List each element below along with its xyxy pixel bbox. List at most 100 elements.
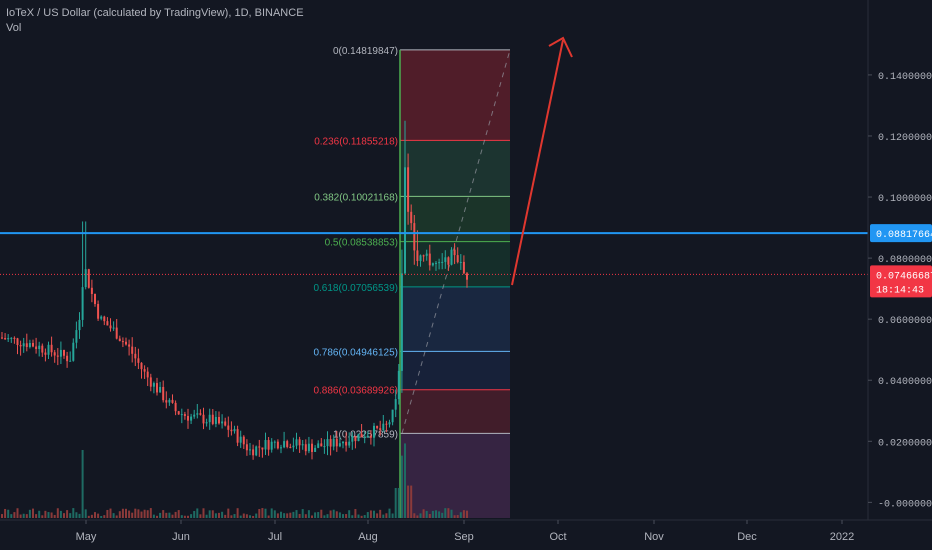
candle-body	[72, 342, 75, 361]
volume-bar	[258, 509, 261, 518]
candle-body	[100, 316, 103, 319]
candle-body	[87, 269, 90, 288]
volume-bar	[320, 509, 323, 518]
candle-body	[428, 253, 431, 266]
candle-body	[304, 444, 307, 452]
volume-bar	[360, 515, 363, 518]
candle-body	[311, 443, 313, 452]
candle-body	[239, 436, 242, 443]
volume-bar	[121, 508, 124, 518]
candle-body	[435, 262, 437, 264]
volume-bar	[112, 513, 115, 518]
candle-body	[221, 421, 224, 424]
volume-bar	[264, 508, 267, 518]
time-tick-label: Nov	[644, 531, 664, 543]
volume-bar	[373, 510, 375, 518]
volume-bar	[276, 513, 279, 518]
volume-bar	[280, 511, 282, 518]
volume-bar	[137, 509, 140, 518]
volume-bar	[19, 514, 22, 518]
volume-bar	[16, 508, 19, 518]
candle-body	[199, 413, 202, 415]
candle-body	[425, 253, 428, 256]
volume-bar	[329, 510, 332, 518]
candle-body	[431, 263, 434, 266]
candle-body	[224, 421, 227, 426]
volume-bar	[230, 515, 233, 518]
volume-bar	[199, 514, 202, 518]
candle-body	[211, 414, 214, 424]
volume-bar	[187, 515, 189, 518]
candle-body	[196, 413, 199, 415]
volume-bar	[72, 508, 75, 518]
candle-body	[115, 327, 118, 339]
candle-body	[416, 250, 419, 261]
candle-body	[338, 443, 341, 447]
candle-body	[255, 446, 258, 456]
time-axis[interactable]: May Jun Jul Aug Sep Oct Nov Dec 2022	[0, 519, 932, 543]
candle-body	[1, 337, 3, 339]
volume-bar	[115, 515, 118, 518]
candle-body	[94, 293, 96, 304]
candle-body	[75, 330, 78, 343]
projection-arrow[interactable]	[511, 36, 573, 286]
volume-bar	[41, 515, 44, 518]
candle-body	[456, 255, 459, 263]
volume-bar	[366, 512, 369, 518]
candle-body	[28, 343, 31, 347]
fib-level-label: 0.886(0.03689926)	[313, 386, 398, 397]
candle-body	[292, 445, 295, 448]
fib-level-label: 0.618(0.07056539)	[313, 283, 398, 294]
volume-bar	[81, 450, 84, 518]
candle-body	[134, 353, 137, 359]
volume-bar	[441, 512, 444, 518]
volume-bar	[165, 512, 168, 518]
candle-body	[125, 341, 127, 345]
volume-bar	[13, 512, 16, 518]
volume-bar	[183, 515, 186, 518]
volume-bar	[109, 508, 112, 518]
volume-bar	[233, 514, 236, 518]
candle-body	[13, 337, 16, 339]
volume-bar	[211, 510, 214, 518]
volume-bar	[94, 512, 96, 518]
candle-body	[187, 415, 189, 421]
time-tick-label: Sep	[454, 531, 474, 543]
candle-body	[450, 249, 453, 265]
volume-bar	[400, 455, 403, 518]
chart-title: IoTeX / US Dollar (calculated by Trading…	[6, 7, 304, 19]
volume-bar	[174, 511, 177, 518]
time-tick-label: Oct	[549, 531, 566, 543]
current-price-label: 0.07466687	[876, 271, 932, 282]
candle-body	[41, 345, 44, 353]
candle-body	[326, 439, 329, 447]
volume-bar	[267, 515, 270, 518]
candle-body	[404, 167, 406, 274]
candle-body	[245, 444, 248, 451]
volume-bar	[345, 514, 348, 518]
candle-body	[466, 273, 468, 280]
candle-body	[394, 399, 397, 410]
volume-bar	[75, 512, 78, 518]
volume-bar	[304, 514, 307, 518]
volume-bar	[431, 510, 434, 518]
volume-bar	[1, 514, 3, 518]
volume-bar	[286, 513, 289, 518]
candle-body	[32, 343, 34, 347]
candle-body	[444, 257, 447, 262]
volume-bar	[376, 513, 379, 518]
candle-body	[177, 411, 180, 415]
volume-bar	[177, 510, 180, 518]
volume-bar	[397, 488, 400, 518]
candle-body	[233, 429, 236, 432]
fib-level-label: 0(0.14819847)	[333, 46, 398, 57]
candle-body	[283, 441, 286, 448]
volume-bar	[50, 512, 53, 518]
candle-body	[38, 345, 41, 350]
volume-bar	[180, 515, 183, 518]
time-tick-label: Jul	[268, 531, 282, 543]
candle-body	[298, 439, 301, 446]
candle-body	[156, 383, 158, 393]
